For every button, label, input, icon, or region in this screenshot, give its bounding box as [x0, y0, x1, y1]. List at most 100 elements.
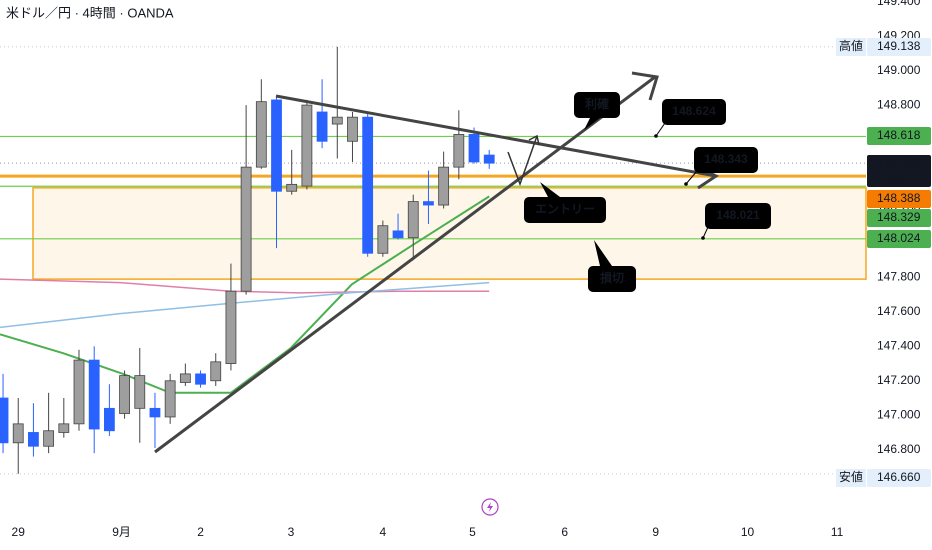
- countdown: 02:05:17: [877, 171, 924, 185]
- candle-body: [12, 423, 24, 444]
- callout-price: 148.343: [704, 152, 748, 166]
- callout-pointer: [584, 118, 600, 130]
- candle-body: [271, 99, 282, 192]
- candle-body: [43, 430, 55, 447]
- candle-body: [210, 361, 222, 382]
- candle-body: [392, 230, 404, 239]
- price-tag-label-bg: [836, 38, 866, 56]
- callout-box: [705, 203, 771, 229]
- price-tag-value: 146.660: [877, 470, 921, 484]
- candle-body: [73, 359, 85, 425]
- path-arrow: [507, 135, 538, 187]
- x-tick-label: 10: [741, 525, 755, 539]
- callout-anchor: [684, 182, 688, 186]
- candle-body: [58, 423, 70, 433]
- moving-average: [0, 278, 490, 294]
- candle-body: [225, 290, 237, 364]
- callout-box: [694, 147, 758, 173]
- x-tick-label: 6: [561, 525, 568, 539]
- event-icon[interactable]: [481, 498, 499, 516]
- callout-label: エントリー: [535, 202, 595, 216]
- trend-line: [275, 94, 717, 178]
- candle-body: [119, 375, 130, 414]
- candle-body: [301, 104, 313, 187]
- price-tag: [867, 190, 931, 208]
- candle-body: [331, 116, 343, 125]
- y-tick-label: 147.600: [877, 304, 921, 318]
- y-tick-label: 147.800: [877, 270, 921, 284]
- price-tag: [867, 209, 931, 227]
- price-tag-value: 148.463: [877, 156, 921, 170]
- candle-body: [88, 359, 100, 430]
- plot-area: [0, 46, 867, 475]
- candle-body: [28, 432, 39, 447]
- x-tick-label: 3: [288, 525, 295, 539]
- arrow-head: [528, 134, 540, 146]
- candle-body: [362, 116, 374, 254]
- candle-body: [347, 116, 358, 142]
- price-tag-value: 148.388: [877, 191, 921, 205]
- drawings: [154, 71, 719, 516]
- callout-box: [662, 99, 726, 125]
- callout-box: [574, 92, 620, 118]
- price-tag: [867, 38, 931, 56]
- x-tick-label: 5: [469, 525, 476, 539]
- callout: 148.343: [684, 147, 758, 186]
- candle-body: [407, 201, 419, 239]
- callout-leader: [685, 170, 698, 185]
- candle-body: [438, 166, 450, 206]
- trend-line: [154, 75, 656, 454]
- price-tag-label: 安値: [839, 469, 863, 484]
- candle-body: [468, 133, 480, 163]
- price-tag-value: 149.138: [877, 39, 921, 53]
- x-tick-label: 29: [12, 525, 26, 539]
- y-tick-label: 147.400: [877, 338, 921, 352]
- callout-pointer: [594, 240, 612, 266]
- y-tick-label: 147.000: [877, 407, 921, 421]
- price-tag-value: 148.618: [877, 128, 921, 142]
- callout-box: [524, 197, 606, 223]
- candle-body: [103, 407, 115, 432]
- candle-body: [483, 154, 495, 164]
- candle-body: [377, 225, 389, 254]
- event-icon-bolt: [487, 502, 493, 512]
- candle-body: [134, 375, 146, 409]
- y-tick-label: 149.000: [877, 63, 921, 77]
- y-tick-label: 148.800: [877, 97, 921, 111]
- price-tag: [867, 469, 931, 487]
- candle-body: [240, 166, 252, 292]
- callout: エントリー: [524, 182, 606, 223]
- candle-body: [453, 133, 465, 168]
- candle-body: [0, 397, 9, 444]
- callout-leader: [702, 226, 709, 239]
- candle-body: [255, 101, 267, 168]
- chart-title: 米ドル／円 · 4時間 · OANDA: [6, 5, 174, 20]
- y-tick-label: 149.400: [877, 0, 921, 8]
- arrow-head: [631, 71, 659, 101]
- x-tick-label: 9: [652, 525, 659, 539]
- x-tick-label: 2: [197, 525, 204, 539]
- x-tick-label: 9月: [112, 525, 131, 539]
- callout-anchor: [701, 236, 705, 240]
- range-box: [32, 187, 867, 280]
- x-tick-label: 11: [831, 525, 844, 539]
- callout-label: 損切: [600, 270, 624, 285]
- y-tick-label: 146.800: [877, 442, 921, 456]
- callout: 損切: [588, 240, 636, 292]
- price-tag: [867, 155, 931, 187]
- callout: 148.624: [654, 99, 726, 138]
- candle-body: [423, 201, 434, 206]
- price-tag-value: 148.329: [877, 210, 921, 224]
- callout: 利確: [574, 92, 620, 130]
- y-tick-label: 147.200: [877, 373, 921, 387]
- price-tag-value: 148.024: [877, 231, 921, 245]
- candle-body: [164, 380, 176, 418]
- callout: 148.021: [701, 203, 771, 240]
- price-axis: [866, 0, 932, 550]
- x-tick-label: 4: [380, 525, 387, 539]
- candle-body: [149, 407, 161, 418]
- callout-pointer: [540, 182, 560, 197]
- price-tag-label: 高値: [839, 38, 863, 53]
- callout-label: 利確: [585, 96, 609, 111]
